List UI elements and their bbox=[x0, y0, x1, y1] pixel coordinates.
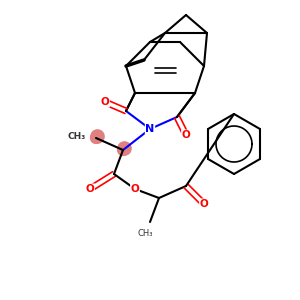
Text: O: O bbox=[100, 97, 109, 107]
Text: O: O bbox=[200, 199, 208, 209]
Text: N: N bbox=[146, 124, 154, 134]
Text: O: O bbox=[85, 184, 94, 194]
Circle shape bbox=[118, 142, 131, 155]
Circle shape bbox=[91, 133, 101, 143]
Text: O: O bbox=[182, 130, 190, 140]
Text: O: O bbox=[130, 184, 140, 194]
Circle shape bbox=[91, 130, 104, 143]
Text: CH₃: CH₃ bbox=[67, 132, 86, 141]
Text: CH₃: CH₃ bbox=[138, 230, 153, 238]
Circle shape bbox=[118, 145, 128, 155]
